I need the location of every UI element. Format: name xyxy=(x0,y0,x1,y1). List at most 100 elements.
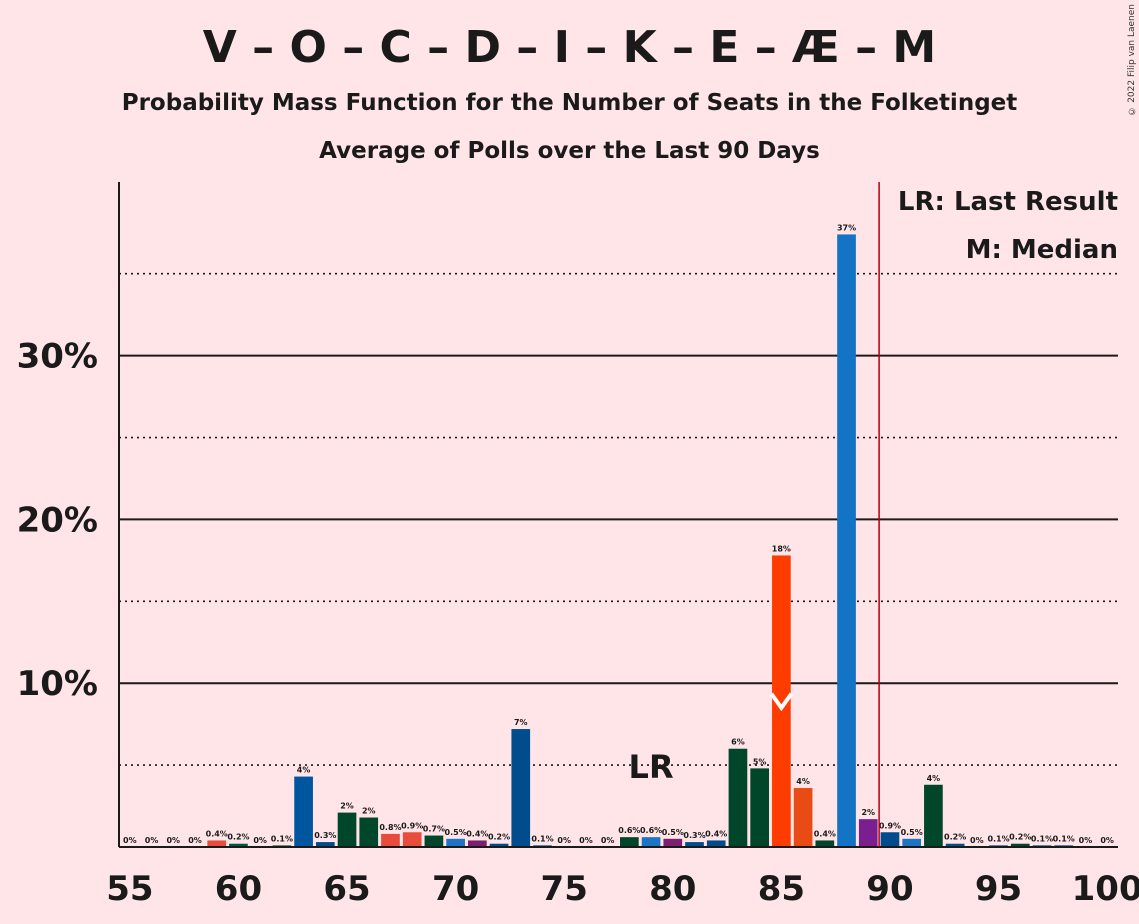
bar xyxy=(641,837,661,847)
bars xyxy=(207,234,1074,847)
bar xyxy=(837,234,856,847)
bar-label: 0% xyxy=(145,836,159,845)
bar xyxy=(402,832,422,847)
bar xyxy=(467,840,487,847)
bar-label: 0.9% xyxy=(401,821,423,830)
bar xyxy=(924,784,943,847)
bar xyxy=(663,838,683,847)
bar xyxy=(359,817,379,847)
bar-label: 0.7% xyxy=(423,825,445,834)
bar-label: 0.4% xyxy=(814,829,836,838)
x-tick-label: 100 xyxy=(1072,869,1139,909)
bar-label: 0.1% xyxy=(1053,834,1075,843)
bar-label: 4% xyxy=(796,777,810,786)
bar-label: 0.3% xyxy=(314,831,336,840)
tick-labels: 10% 20% 30% 55 60 65 70 75 80 85 90 95 100 xyxy=(17,337,1139,909)
chart-title: V – O – C – D – I – K – E – Æ – M xyxy=(202,22,937,73)
bar xyxy=(902,838,922,847)
bar xyxy=(685,842,704,847)
bar-label: 0.1% xyxy=(1031,834,1053,843)
x-tick-label: 60 xyxy=(215,869,262,909)
bar-label: 7% xyxy=(514,718,528,727)
bar-label: 0.5% xyxy=(901,828,923,837)
bar-label: 0.6% xyxy=(618,826,640,835)
bar-label: 0.4% xyxy=(466,829,488,838)
bar xyxy=(511,729,531,847)
bar-label: 0% xyxy=(1100,836,1114,845)
bar-label: 0% xyxy=(970,836,984,845)
bar xyxy=(1010,843,1030,847)
chart-subtitle-2: Average of Polls over the Last 90 Days xyxy=(319,138,820,164)
bar-label: 0.2% xyxy=(488,833,510,842)
bar-label: 2% xyxy=(861,808,875,817)
bar-label: 0.6% xyxy=(640,826,662,835)
bar-label: 4% xyxy=(927,774,941,783)
bar-label: 0.1% xyxy=(531,834,553,843)
overlays xyxy=(769,182,880,847)
bar-label: 0% xyxy=(1079,836,1093,845)
x-tick-label: 80 xyxy=(649,869,696,909)
bar-label: 0.2% xyxy=(1009,833,1031,842)
bar xyxy=(337,812,357,847)
bar xyxy=(620,837,639,847)
x-tick-label: 75 xyxy=(541,869,588,909)
legend-last-result: LR: Last Result xyxy=(898,187,1118,217)
bar-label: 2% xyxy=(340,802,354,811)
bar-label: 0.4% xyxy=(705,829,727,838)
bar-label: 0.5% xyxy=(445,828,467,837)
x-tick-label: 70 xyxy=(432,869,479,909)
x-tick-label: 95 xyxy=(975,869,1022,909)
bar-label: 0% xyxy=(579,836,593,845)
bar-label: 2% xyxy=(362,807,376,816)
bar-label: 37% xyxy=(837,223,856,232)
axes xyxy=(118,182,1118,848)
bar-label: 0.5% xyxy=(662,828,684,837)
bar xyxy=(294,776,313,847)
bar xyxy=(207,840,227,847)
bar xyxy=(229,843,248,847)
bar xyxy=(489,843,509,847)
y-tick-label: 10% xyxy=(17,664,98,704)
bar xyxy=(815,840,835,847)
y-tick-label: 30% xyxy=(17,337,98,377)
bar xyxy=(880,832,900,847)
bar-label: 0.8% xyxy=(379,823,401,832)
bar-label: 0.4% xyxy=(206,829,228,838)
bar-label: 0.9% xyxy=(879,821,901,830)
y-tick-label: 20% xyxy=(17,500,98,540)
bar xyxy=(315,842,335,847)
bar-label: 0.2% xyxy=(227,833,249,842)
x-tick-label: 85 xyxy=(758,869,805,909)
x-tick-label: 55 xyxy=(106,869,153,909)
chart-subtitle: Probability Mass Function for the Number… xyxy=(121,90,1018,116)
legend-median: M: Median xyxy=(966,235,1118,265)
bar-label: 4% xyxy=(297,766,311,775)
bar-label: 0% xyxy=(253,836,267,845)
x-tick-label: 90 xyxy=(866,869,913,909)
bar xyxy=(424,835,444,847)
bar-label: 5% xyxy=(753,757,767,766)
median-marker xyxy=(769,692,794,712)
grid-lines xyxy=(119,272,1118,766)
bar xyxy=(772,555,791,847)
last-result-marker: LR xyxy=(629,748,674,786)
bar-label: 0% xyxy=(123,836,137,845)
bar-label: 0% xyxy=(166,836,180,845)
bar-label: 0% xyxy=(557,836,571,845)
bar xyxy=(728,748,748,847)
bar-label: 0% xyxy=(188,836,202,845)
bar-label: 18% xyxy=(772,544,791,553)
bar-label: 0.3% xyxy=(683,831,705,840)
x-tick-label: 65 xyxy=(323,869,370,909)
bar-label: 0% xyxy=(601,836,615,845)
bar xyxy=(793,788,813,847)
bar xyxy=(945,843,965,847)
bar-label: 0.1% xyxy=(987,834,1009,843)
bar xyxy=(446,838,465,847)
bar xyxy=(858,819,878,847)
bar-label: 6% xyxy=(731,738,745,747)
bar-labels: 0% 0% 0% 0%0.4% 0.2% 0% 0.1%4%0.3%2%2%0.8% 0.9%… xyxy=(123,223,1114,845)
bar-label: 0.1% xyxy=(271,834,293,843)
bar xyxy=(750,768,770,847)
